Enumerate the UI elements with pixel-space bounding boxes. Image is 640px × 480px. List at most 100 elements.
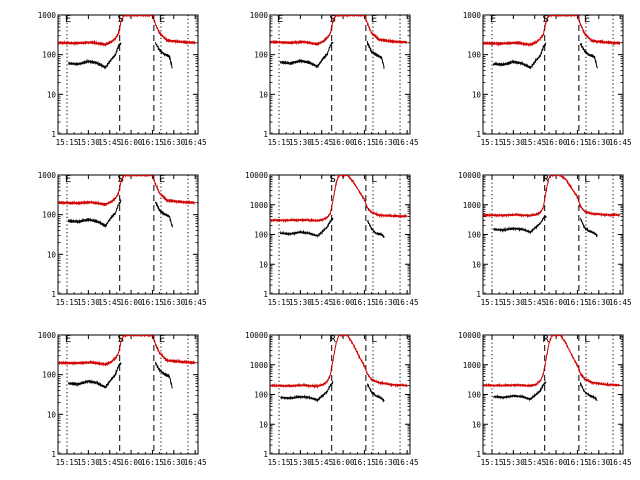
events-series-line — [154, 361, 173, 389]
x-tick-label: 15:45 — [98, 138, 121, 147]
x-tick-label: 16:00 — [332, 458, 355, 467]
y-tick-label: 1000 — [38, 171, 57, 180]
y-tick-label: 10000 — [245, 171, 268, 180]
x-tick-label: 16:00 — [545, 458, 568, 467]
events-series-line — [280, 380, 334, 403]
x-tick-label: 15:45 — [310, 298, 333, 307]
x-tick-label: 15:15 — [56, 138, 79, 147]
x-tick-label: 16:30 — [374, 298, 397, 307]
y-tick-label: 1000 — [250, 361, 269, 370]
y-tick-label: 1000 — [250, 201, 269, 210]
x-tick-label: 16:45 — [184, 138, 207, 147]
x-tick-label: 16:15 — [141, 138, 164, 147]
events-series-line — [67, 361, 122, 389]
x-tick-label: 16:45 — [396, 298, 419, 307]
x-tick-label: 15:15 — [268, 298, 291, 307]
marker-label: R — [329, 334, 336, 345]
marker-label: E — [159, 14, 165, 25]
y-tick-label: 10 — [472, 90, 482, 99]
marker-label: R — [542, 174, 549, 185]
x-tick-label: 15:15 — [268, 458, 291, 467]
x-tick-label: 16:30 — [587, 458, 610, 467]
x-tick-label: 16:30 — [587, 298, 610, 307]
x-tick-label: 15:15 — [481, 138, 504, 147]
y-tick-label: 100 — [42, 211, 56, 220]
x-tick-label: 16:00 — [545, 298, 568, 307]
x-tick-label: 15:45 — [523, 138, 546, 147]
marker-label: L — [371, 174, 377, 185]
y-tick-label: 1000 — [463, 11, 482, 20]
y-tick-label: 1 — [51, 130, 56, 139]
y-tick-label: 1 — [476, 130, 481, 139]
y-tick-label: 1 — [476, 290, 481, 299]
y-tick-label: 10000 — [245, 331, 268, 340]
y-tick-label: 100 — [254, 51, 268, 60]
panel-5: 1 10 100 1000 10000 15:1515:3015:4516:0016:15… — [245, 171, 418, 307]
x-tick-label: 15:15 — [481, 458, 504, 467]
y-tick-label: 100 — [467, 391, 481, 400]
panel-9: 1 10 100 1000 10000 15:1515:3015:4516:0016:15… — [458, 331, 631, 467]
y-tick-label: 1000 — [463, 201, 482, 210]
x-tick-label: 15:30 — [77, 458, 100, 467]
x-tick-label: 15:15 — [56, 298, 79, 307]
events-series-line — [492, 215, 547, 235]
y-tick-label: 100 — [254, 391, 268, 400]
marker-label: E — [371, 14, 377, 25]
marker-label: E — [65, 334, 71, 345]
x-tick-label: 16:00 — [545, 138, 568, 147]
plot-frame — [482, 334, 624, 455]
x-tick-label: 15:30 — [289, 138, 312, 147]
events-series-line — [493, 381, 547, 402]
y-tick-label: 1 — [263, 450, 268, 459]
panel-1: 1 10 100 1000 15:1515:3015:4516:0016:1516:30… — [38, 11, 207, 147]
events-series-line — [154, 201, 173, 228]
events-series-line — [67, 42, 122, 70]
marker-label: S — [330, 14, 336, 25]
x-tick-label: 16:15 — [353, 458, 376, 467]
x-tick-label: 16:15 — [566, 298, 589, 307]
marker-label: L — [584, 174, 590, 185]
y-tick-label: 100 — [254, 231, 268, 240]
marker-label: R — [542, 334, 549, 345]
x-tick-label: 15:15 — [481, 298, 504, 307]
marker-label: L — [584, 334, 590, 345]
panel-3: 1 10 100 1000 15:1515:3015:4516:0016:1516:30… — [463, 11, 632, 147]
x-tick-label: 16:30 — [374, 458, 397, 467]
events-series-line — [366, 40, 385, 69]
y-tick-label: 1000 — [463, 361, 482, 370]
x-tick-label: 15:30 — [77, 138, 100, 147]
events-series-line — [279, 41, 334, 68]
x-tick-label: 15:45 — [310, 138, 333, 147]
marker-label: S — [543, 14, 549, 25]
x-tick-label: 16:45 — [396, 458, 419, 467]
x-tick-label: 16:45 — [184, 298, 207, 307]
x-tick-label: 16:00 — [332, 298, 355, 307]
x-tick-label: 15:45 — [98, 458, 121, 467]
marker-label: L — [371, 334, 377, 345]
lld-series-line — [270, 335, 408, 389]
x-tick-label: 16:45 — [609, 138, 632, 147]
events-series-line — [67, 198, 122, 228]
y-tick-label: 1 — [476, 450, 481, 459]
x-tick-label: 15:30 — [77, 298, 100, 307]
x-tick-label: 16:15 — [141, 458, 164, 467]
panel-6: 1 10 100 1000 10000 15:1515:3015:4516:0016:15… — [458, 171, 631, 307]
panel-7: 1 10 100 1000 15:1515:3015:4516:0016:1516:30… — [38, 331, 207, 467]
y-tick-label: 10 — [472, 260, 482, 269]
y-tick-label: 10 — [47, 90, 57, 99]
y-tick-label: 10 — [472, 420, 482, 429]
x-tick-label: 16:45 — [609, 298, 632, 307]
x-tick-label: 16:30 — [162, 138, 185, 147]
x-tick-label: 16:15 — [566, 458, 589, 467]
marker-label: E — [277, 14, 283, 25]
y-tick-label: 100 — [42, 51, 56, 60]
lld-series-line — [270, 15, 408, 46]
x-tick-label: 16:45 — [396, 138, 419, 147]
events-series-line — [366, 383, 385, 403]
marker-label: E — [159, 174, 165, 185]
y-tick-label: 1 — [51, 450, 56, 459]
marker-label: E — [584, 14, 590, 25]
x-tick-label: 16:30 — [587, 138, 610, 147]
panel-4: 1 10 100 1000 15:1515:3015:4516:0016:1516:30… — [38, 171, 207, 307]
y-tick-label: 10 — [47, 410, 57, 419]
